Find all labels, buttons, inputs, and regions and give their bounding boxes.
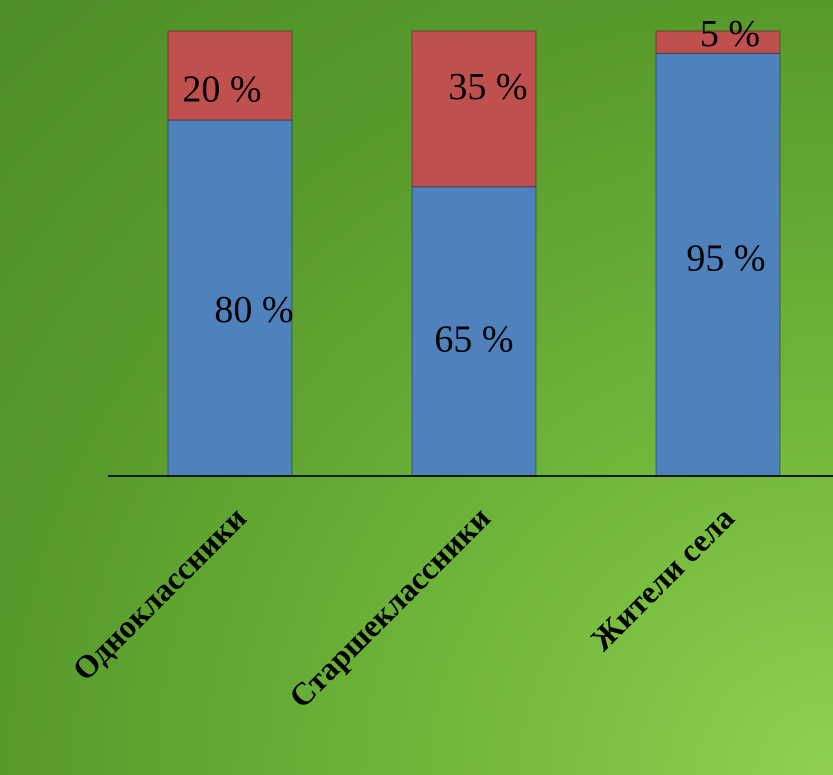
data-label-odnoklassniki-s0: 80 %	[214, 289, 293, 331]
bar-segment-zhiteli-sela-s1	[655, 30, 781, 54]
data-label-zhiteli-sela-s1: 5 %	[700, 13, 760, 55]
data-label-zhiteli-sela-s0: 95 %	[686, 238, 765, 280]
data-label-starsheklassniki-s1: 35 %	[448, 66, 527, 108]
bar-segment-starsheklassniki-s1	[411, 30, 537, 188]
bar-segment-odnoklassniki-s1	[167, 30, 293, 121]
bar-segment-zhiteli-sela-s0	[655, 52, 781, 477]
data-labels-layer: 80 % 20 % 65 % 35 % 95 % 5 %	[182, 13, 765, 360]
data-label-odnoklassniki-s1: 20 %	[182, 69, 261, 111]
category-label-starsheklassniki: Старшеклассники	[282, 499, 497, 714]
bar-segment-odnoklassniki-s0	[167, 119, 293, 477]
bars-layer	[167, 30, 781, 477]
category-labels-layer: Одноклассники Старшеклассники Жители села	[65, 499, 741, 714]
data-label-starsheklassniki-s0: 65 %	[434, 318, 513, 360]
category-label-odnoklassniki: Одноклассники	[65, 499, 253, 687]
category-label-zhiteli-sela: Жители села	[583, 499, 741, 657]
